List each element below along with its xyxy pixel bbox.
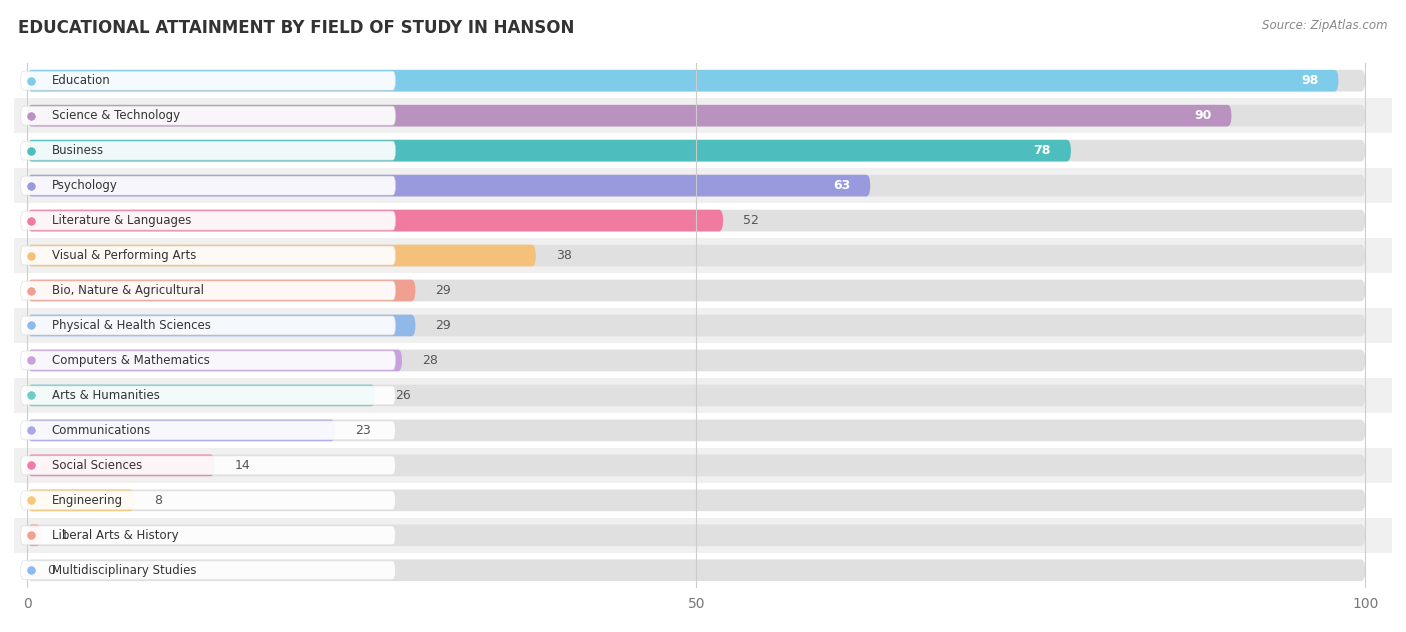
Bar (14, 168, 1392, 203)
FancyBboxPatch shape (28, 105, 1365, 126)
FancyBboxPatch shape (28, 420, 335, 441)
FancyBboxPatch shape (28, 280, 415, 301)
FancyBboxPatch shape (28, 525, 41, 546)
Bar (14, 553, 1392, 588)
Text: 28: 28 (422, 354, 437, 367)
Text: Business: Business (52, 144, 104, 157)
Bar (14, 413, 1392, 448)
Text: Liberal Arts & History: Liberal Arts & History (52, 529, 179, 542)
Bar (14, 518, 1392, 553)
FancyBboxPatch shape (28, 105, 1232, 126)
Text: Literature & Languages: Literature & Languages (52, 214, 191, 227)
Text: 26: 26 (395, 389, 411, 402)
FancyBboxPatch shape (28, 140, 1365, 161)
FancyBboxPatch shape (28, 210, 723, 231)
Bar (14, 308, 1392, 343)
FancyBboxPatch shape (28, 385, 375, 406)
Bar (14, 273, 1392, 308)
FancyBboxPatch shape (21, 526, 395, 545)
Text: Science & Technology: Science & Technology (52, 109, 180, 122)
Text: Source: ZipAtlas.com: Source: ZipAtlas.com (1263, 19, 1388, 32)
FancyBboxPatch shape (28, 245, 1365, 266)
Text: Bio, Nature & Agricultural: Bio, Nature & Agricultural (52, 284, 204, 297)
FancyBboxPatch shape (28, 349, 1365, 371)
Text: Arts & Humanities: Arts & Humanities (52, 389, 159, 402)
FancyBboxPatch shape (21, 561, 395, 580)
FancyBboxPatch shape (21, 141, 395, 160)
FancyBboxPatch shape (28, 280, 1365, 301)
Text: 8: 8 (155, 494, 163, 507)
Bar (14, 483, 1392, 518)
FancyBboxPatch shape (28, 175, 870, 197)
FancyBboxPatch shape (28, 454, 215, 476)
FancyBboxPatch shape (28, 175, 1365, 197)
Bar (14, 133, 1392, 168)
FancyBboxPatch shape (21, 211, 395, 230)
FancyBboxPatch shape (28, 70, 1365, 92)
FancyBboxPatch shape (21, 351, 395, 370)
Text: 0: 0 (48, 564, 55, 577)
Bar (14, 203, 1392, 238)
Bar (14, 378, 1392, 413)
Text: Computers & Mathematics: Computers & Mathematics (52, 354, 209, 367)
Text: Education: Education (52, 74, 110, 87)
FancyBboxPatch shape (28, 490, 1365, 511)
Bar (14, 98, 1392, 133)
Text: 63: 63 (832, 179, 851, 192)
Bar (14, 63, 1392, 98)
FancyBboxPatch shape (21, 71, 395, 90)
Text: Communications: Communications (52, 424, 150, 437)
FancyBboxPatch shape (21, 421, 395, 440)
Bar (14, 448, 1392, 483)
FancyBboxPatch shape (21, 106, 395, 125)
Text: 23: 23 (356, 424, 371, 437)
FancyBboxPatch shape (28, 490, 135, 511)
FancyBboxPatch shape (21, 176, 395, 195)
Text: Social Sciences: Social Sciences (52, 459, 142, 472)
Text: 98: 98 (1301, 74, 1319, 87)
Text: Visual & Performing Arts: Visual & Performing Arts (52, 249, 195, 262)
Text: 90: 90 (1194, 109, 1212, 122)
FancyBboxPatch shape (28, 525, 1365, 546)
FancyBboxPatch shape (28, 245, 536, 266)
FancyBboxPatch shape (28, 349, 402, 371)
FancyBboxPatch shape (28, 70, 1339, 92)
Text: Engineering: Engineering (52, 494, 122, 507)
FancyBboxPatch shape (21, 491, 395, 510)
Bar (14, 238, 1392, 273)
FancyBboxPatch shape (28, 315, 415, 336)
FancyBboxPatch shape (21, 456, 395, 475)
Text: Physical & Health Sciences: Physical & Health Sciences (52, 319, 211, 332)
FancyBboxPatch shape (28, 454, 1365, 476)
Text: 1: 1 (60, 529, 69, 542)
Bar (14, 343, 1392, 378)
FancyBboxPatch shape (28, 420, 1365, 441)
Text: 14: 14 (235, 459, 250, 472)
FancyBboxPatch shape (28, 140, 1071, 161)
FancyBboxPatch shape (28, 315, 1365, 336)
FancyBboxPatch shape (21, 281, 395, 300)
FancyBboxPatch shape (21, 316, 395, 335)
Text: EDUCATIONAL ATTAINMENT BY FIELD OF STUDY IN HANSON: EDUCATIONAL ATTAINMENT BY FIELD OF STUDY… (18, 19, 575, 37)
FancyBboxPatch shape (21, 386, 395, 405)
Text: 38: 38 (555, 249, 572, 262)
Text: 29: 29 (436, 319, 451, 332)
FancyBboxPatch shape (28, 559, 1365, 581)
Text: 78: 78 (1033, 144, 1050, 157)
Text: Psychology: Psychology (52, 179, 117, 192)
Text: 52: 52 (744, 214, 759, 227)
Text: 29: 29 (436, 284, 451, 297)
Text: Multidisciplinary Studies: Multidisciplinary Studies (52, 564, 195, 577)
FancyBboxPatch shape (28, 210, 1365, 231)
FancyBboxPatch shape (28, 385, 1365, 406)
FancyBboxPatch shape (21, 246, 395, 265)
